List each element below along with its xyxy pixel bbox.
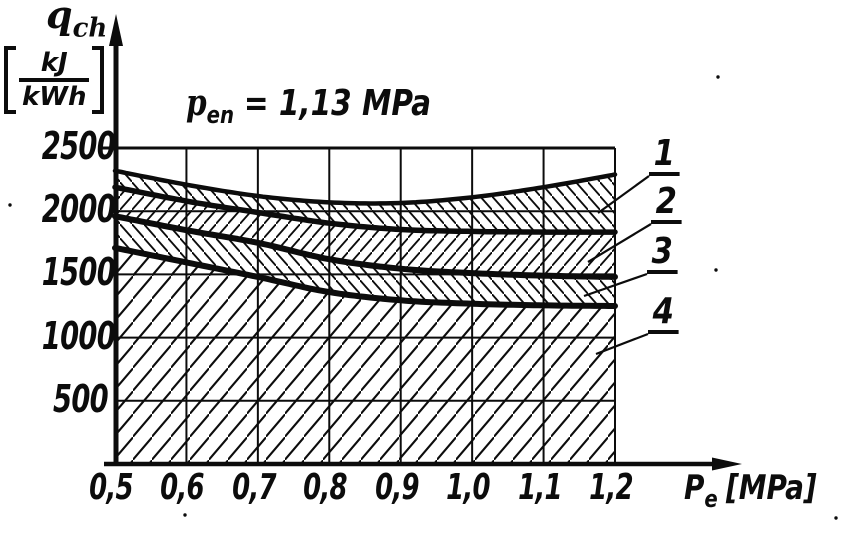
curve-label-3: 3 (647, 234, 678, 274)
unit-numerator: kJ (40, 48, 68, 78)
y-axis-title: qch (46, 0, 107, 44)
curve-4 (112, 244, 618, 309)
unit-denominator: kWh (19, 78, 90, 112)
hatched-band-4 (115, 247, 615, 464)
y-axis-symbol: q (46, 0, 73, 37)
scan-speck-1 (8, 203, 12, 207)
y-axis-units: kJ kWh (4, 46, 105, 114)
annotation-pen: pen = 1,13 MPa (186, 82, 431, 129)
annotation-symbol: p (186, 82, 207, 124)
curve-1 (112, 168, 618, 206)
scan-speck-0 (716, 75, 720, 79)
annotation-value: = 1,13 MPa (243, 83, 432, 124)
x-axis-title: Pe [MPa] (684, 468, 817, 513)
x-axis-symbol-subscript: e (704, 484, 718, 513)
y-tick-label-1500: 1500 (41, 250, 116, 295)
x-axis-units: [MPa] (725, 468, 817, 508)
unit-fraction: kJ kWh (19, 48, 90, 112)
hatched-band-2 (115, 187, 615, 277)
curve-label-2: 2 (651, 184, 682, 224)
x-tick-label-7: 1,2 (589, 467, 633, 508)
leader-line-4 (595, 332, 649, 356)
x-tick-label-3: 0,8 (303, 467, 348, 508)
x-tick-label-0: 0,5 (89, 467, 133, 508)
x-tick-label-2: 0,7 (231, 467, 276, 508)
scan-speck-2 (714, 268, 718, 272)
x-tick-label-6: 1,1 (517, 467, 562, 508)
y-tick-label-1000: 1000 (41, 313, 116, 358)
right-bracket (92, 46, 105, 114)
y-tick-label-2500: 2500 (41, 124, 116, 168)
hatched-band-3 (115, 216, 615, 306)
leader-line-2 (587, 223, 652, 263)
curve-3 (112, 213, 618, 280)
x-tick-label-4: 0,9 (374, 467, 419, 508)
annotation-subscript: en (206, 101, 235, 130)
y-axis-symbol-subscript: ch (72, 13, 108, 44)
curve-label-1: 1 (649, 136, 680, 176)
curve-label-4: 4 (648, 294, 679, 334)
scan-speck-4 (183, 513, 187, 517)
x-tick-label-1: 0,6 (160, 467, 205, 508)
left-bracket (4, 46, 16, 114)
x-axis-arrowhead (712, 457, 742, 471)
leader-line-3 (583, 272, 648, 298)
x-axis-symbol: P (684, 468, 705, 508)
x-tick-label-5: 1,0 (446, 467, 491, 508)
scan-speck-3 (834, 516, 838, 520)
leader-line-1 (597, 175, 650, 214)
curve-2 (112, 184, 618, 235)
y-tick-label-500: 500 (53, 376, 109, 421)
hatched-band-1 (115, 170, 615, 233)
y-axis-arrowhead (109, 14, 123, 46)
y-tick-label-2000: 2000 (41, 187, 116, 232)
